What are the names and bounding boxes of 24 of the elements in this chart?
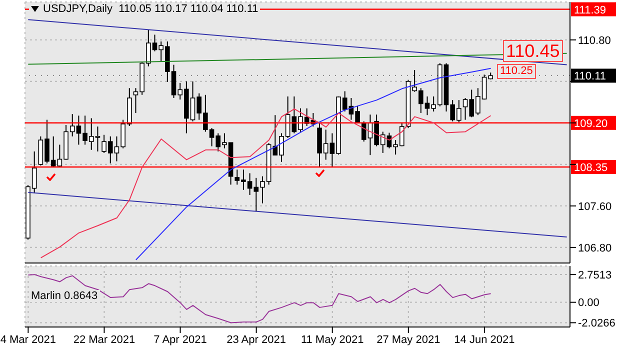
line-series [135,68,492,260]
x-tick-label: 4 Mar 2021 [0,334,56,346]
y-tick-label: 106.80 [578,242,612,254]
x-tick-label: 23 Apr 2021 [226,334,286,346]
y-tick-label: -2.0266 [578,318,616,330]
annotation: 110.45 [503,40,563,62]
ref-line-label: 109.20 [574,118,608,130]
x-tick-label: 7 Apr 2021 [154,334,207,346]
y-tick-label: 110.80 [578,34,611,47]
x-tick-label: 14 Jun 2021 [454,334,515,346]
line-series [28,274,492,324]
ref-line-label: 108.35 [574,162,608,174]
ref-line-label: 110.11 [574,70,606,83]
annotation: 110.25 [497,64,536,79]
text: Marlin 0.8643 [31,290,98,302]
ref-line-label: 111.39 [574,4,606,16]
x-tick-label: 22 Mar 2021 [73,334,136,346]
chart-title: USDJPY,Daily 110.05 110.17 110.04 110.11 [43,3,258,15]
y-tick-label: 0.00 [578,297,600,310]
x-tick-label: 27 May 2021 [376,334,440,346]
line-series [40,108,492,258]
x-tick-label: 11 May 2021 [300,334,364,346]
y-tick-label: 2.7513 [578,269,612,282]
y-tick-label: 107.60 [578,200,612,213]
